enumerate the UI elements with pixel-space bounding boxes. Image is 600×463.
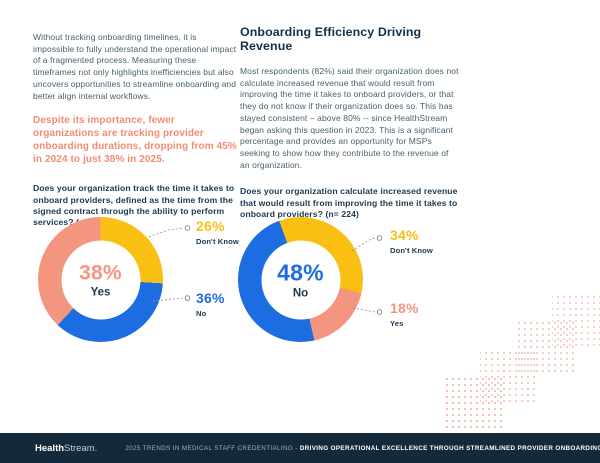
- segment-name: Don't Know: [390, 246, 433, 255]
- logo-text-bold: Health: [35, 442, 65, 454]
- footer-separator: -: [295, 444, 298, 452]
- left-column: Without tracking onboarding timelines, i…: [33, 32, 237, 228]
- segment-name: No: [196, 309, 207, 318]
- right-column: Onboarding Efficiency Driving Revenue Mo…: [240, 25, 460, 220]
- segment-value: 34%: [390, 227, 419, 243]
- intro-paragraph: Without tracking onboarding timelines, i…: [33, 32, 237, 101]
- footer-bar: HealthStream. 2025 TRENDS IN MEDICAL STA…: [0, 433, 600, 463]
- segment-label-no: 36% No: [196, 290, 225, 318]
- segment-name: Yes: [390, 319, 404, 328]
- segment-label-yes: 18% Yes: [390, 300, 419, 328]
- donut-chart-tracking: 38% Yes: [38, 217, 163, 342]
- decorative-dots: [444, 376, 502, 432]
- segment-value: 36%: [196, 290, 225, 306]
- decorative-dots: [516, 320, 574, 376]
- section-heading: Onboarding Efficiency Driving Revenue: [240, 25, 422, 53]
- segment-value: 26%: [196, 218, 225, 234]
- segment-label-dont-know: 26% Don't Know: [196, 218, 239, 246]
- donut-center-value: 38%: [79, 261, 122, 284]
- chart-question-revenue: Does your organization calculate increas…: [240, 186, 458, 219]
- decorative-dots: [552, 292, 600, 348]
- segment-value: 18%: [390, 300, 419, 316]
- revenue-paragraph: Most respondents (82%) said their organi…: [240, 66, 459, 170]
- donut-center-revenue: 48% No: [261, 240, 340, 319]
- decorative-dots: [480, 348, 538, 404]
- donut-center-label: Yes: [90, 286, 111, 298]
- donut-center-label: No: [292, 287, 309, 300]
- footer-section-title: DRIVING OPERATIONAL EXCELLENCE THROUGH S…: [299, 444, 600, 452]
- chart-question-tracking: Does your organization track the time it…: [33, 183, 235, 228]
- donut-chart-revenue: 48% No: [238, 217, 363, 342]
- segment-name: Don't Know: [196, 237, 239, 246]
- donut-center-tracking: 38% Yes: [61, 240, 140, 319]
- segment-label-dont-know: 34% Don't Know: [390, 227, 433, 255]
- logo-text-light: Stream.: [64, 442, 98, 454]
- footer-doc-title: 2025 TRENDS IN MEDICAL STAFF CREDENTIALI…: [125, 444, 294, 452]
- footer-title: 2025 TRENDS IN MEDICAL STAFF CREDENTIALI…: [125, 445, 600, 452]
- highlight-callout: Despite its importance, fewer organizati…: [33, 115, 237, 166]
- donut-center-value: 48%: [277, 259, 324, 286]
- healthstream-logo: HealthStream.: [35, 443, 97, 454]
